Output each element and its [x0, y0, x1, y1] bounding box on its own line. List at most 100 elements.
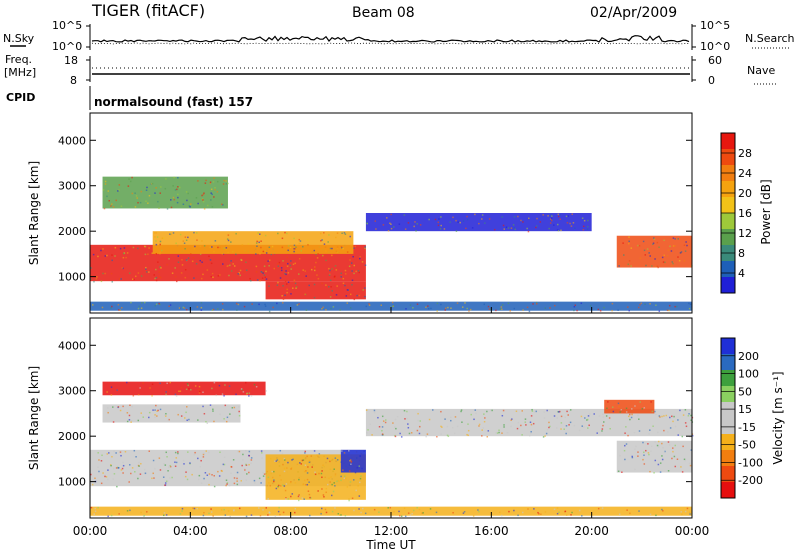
speckle [528, 310, 531, 313]
speckle [165, 412, 167, 415]
speckle [362, 289, 364, 291]
speckle [245, 269, 248, 272]
speckle [135, 456, 137, 458]
speckle [617, 402, 620, 405]
speckle [488, 218, 491, 220]
speckle [287, 262, 289, 265]
speckle [638, 418, 640, 420]
speckle [134, 192, 136, 194]
speckle [330, 307, 332, 310]
speckle [168, 258, 170, 260]
speckle [435, 511, 438, 514]
speckle [668, 304, 671, 307]
speckle [196, 239, 198, 241]
speckle [267, 476, 270, 479]
speckle [253, 383, 256, 386]
speckle [217, 470, 219, 473]
speckle [598, 415, 601, 417]
speckle [113, 467, 115, 470]
speckle [637, 455, 639, 457]
speckle [305, 309, 308, 311]
speckle [364, 247, 366, 250]
speckle [132, 394, 135, 397]
speckle [359, 481, 361, 484]
speckle [586, 228, 589, 230]
speckle [663, 415, 665, 417]
speckle [207, 204, 209, 207]
speckle [354, 471, 357, 474]
speckle [226, 265, 229, 267]
speckle [225, 183, 228, 185]
speckle [543, 417, 546, 419]
speckle [329, 273, 331, 276]
y-tick-label: 2000 [58, 430, 86, 443]
speckle [275, 460, 278, 462]
data-band-2 [102, 176, 228, 209]
speckle [299, 462, 301, 464]
speckle [199, 259, 202, 262]
speckle [573, 309, 575, 312]
speckle [390, 223, 392, 226]
speckle [560, 428, 562, 430]
speckle [202, 264, 204, 267]
speckle [661, 455, 663, 457]
speckle [223, 463, 226, 466]
speckle [218, 384, 221, 387]
speckle [131, 419, 133, 422]
speckle [313, 450, 316, 452]
speckle [277, 232, 279, 235]
speckle [656, 241, 659, 244]
speckle [512, 224, 515, 226]
speckle [174, 465, 177, 468]
speckle [676, 305, 678, 308]
speckle [239, 269, 242, 272]
speckle [434, 218, 437, 221]
speckle [589, 305, 592, 307]
speckle [171, 476, 173, 479]
speckle [217, 246, 219, 249]
speckle [630, 247, 633, 249]
speckle [112, 421, 115, 423]
y-tick-label: 3000 [58, 180, 86, 193]
speckle [659, 462, 662, 464]
speckle [329, 279, 332, 282]
speckle [144, 253, 147, 256]
speckle [212, 308, 215, 311]
colorbar-swatch [721, 213, 735, 229]
speckle [262, 272, 264, 274]
speckle [240, 388, 243, 390]
speckle [629, 418, 631, 421]
speckle [545, 432, 548, 435]
speckle [304, 293, 306, 296]
speckle [164, 415, 167, 417]
speckle [530, 430, 532, 433]
speckle [193, 507, 196, 510]
speckle [156, 415, 158, 417]
speckle [309, 496, 311, 499]
speckle [117, 304, 120, 306]
speckle [351, 279, 354, 282]
speckle [102, 189, 105, 191]
speckle [137, 393, 140, 396]
speckle [364, 287, 366, 289]
speckle [137, 272, 140, 274]
speckle [184, 247, 186, 250]
speckle [179, 233, 182, 236]
speckle [506, 432, 509, 434]
speckle [637, 306, 640, 309]
speckle [291, 459, 293, 461]
speckle [158, 207, 160, 210]
speckle [607, 401, 609, 403]
speckle [459, 221, 461, 224]
speckle [160, 186, 162, 188]
speckle [177, 193, 179, 196]
speckle [367, 429, 369, 431]
speckle [583, 219, 586, 222]
speckle [677, 238, 679, 240]
speckle [509, 310, 512, 312]
speckle [257, 232, 259, 234]
speckle [619, 454, 621, 457]
colorbar-tick-label: 8 [738, 247, 745, 260]
speckle [147, 202, 149, 204]
speckle [452, 216, 454, 219]
